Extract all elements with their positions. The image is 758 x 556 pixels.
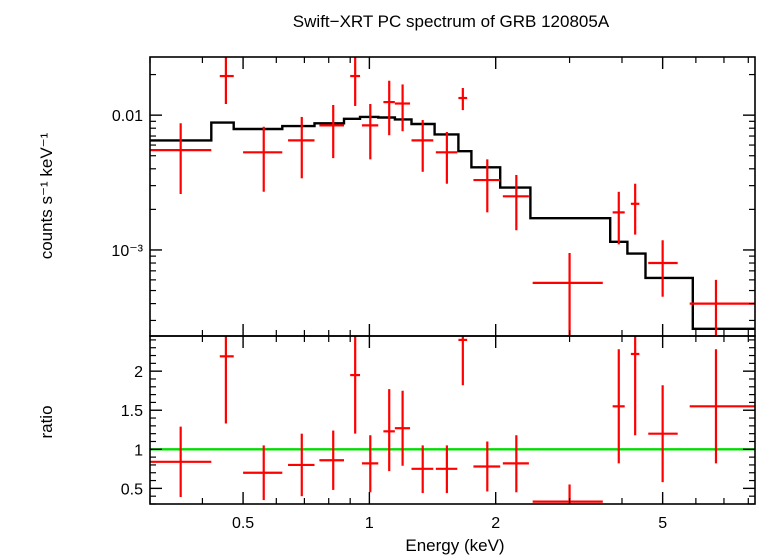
ratio-data-point xyxy=(243,445,283,501)
tick-label-layer: 0.01 10⁻³ 0.5 1 1.5 2 0.5 1 2 5 xyxy=(111,108,667,532)
ratio-data-point xyxy=(411,445,434,494)
spectrum-data-point xyxy=(473,159,501,213)
spectrum-data-point xyxy=(288,116,315,179)
ratio-data-point xyxy=(350,336,361,434)
ratio-data-point xyxy=(502,435,529,493)
spectrum-data-point xyxy=(350,57,361,106)
ratio-data-point xyxy=(319,430,345,490)
spectrum-data-point xyxy=(458,88,468,111)
chart-title: Swift−XRT PC spectrum of GRB 120805A xyxy=(293,12,610,31)
spectrum-y-tick-label: 10⁻³ xyxy=(111,243,143,260)
ratio-data-point xyxy=(288,433,315,497)
ratio-data-point xyxy=(361,435,379,493)
tick-layer xyxy=(149,57,755,505)
data-layer xyxy=(150,57,755,504)
spectrum-data-point xyxy=(435,131,458,184)
ratio-y-axis-label: ratio xyxy=(37,405,56,438)
ratio-data-point xyxy=(532,484,603,504)
spectrum-data-point xyxy=(243,126,283,192)
ratio-data-point xyxy=(648,385,678,483)
x-tick-label: 1 xyxy=(365,515,374,532)
x-axis-label: Energy (keV) xyxy=(405,536,504,555)
ratio-y-tick-label: 2 xyxy=(134,364,143,381)
spectrum-data-point xyxy=(612,191,625,245)
ratio-data-point xyxy=(473,441,501,492)
spectrum-data-point xyxy=(319,104,345,159)
spectrum-y-axis-label: counts s⁻¹ keV⁻¹ xyxy=(37,132,56,259)
spectrum-data-point xyxy=(648,240,678,297)
ratio-y-tick-label: 1.5 xyxy=(121,403,143,420)
ratio-panel-frame xyxy=(149,335,756,505)
spectrum-data-point xyxy=(689,279,755,336)
ratio-data-point xyxy=(630,336,640,436)
ratio-data-point xyxy=(689,349,755,464)
spectrum-data-point xyxy=(383,80,395,136)
spectrum-data-point xyxy=(394,84,411,132)
spectrum-y-tick-label: 0.01 xyxy=(112,108,143,125)
x-tick-label: 5 xyxy=(658,515,667,532)
model-layer xyxy=(150,115,755,330)
x-tick-label: 2 xyxy=(491,515,500,532)
ratio-data-point xyxy=(435,445,458,494)
axes-layer xyxy=(149,56,756,505)
spectrum-data-point xyxy=(502,174,529,231)
ratio-data-point xyxy=(219,336,234,424)
spectrum-data-point xyxy=(219,57,234,104)
ratio-y-tick-label: 1 xyxy=(134,442,143,459)
ratio-data-point xyxy=(612,349,625,464)
ratio-y-tick-label: 0.5 xyxy=(121,481,143,498)
x-tick-label: 0.5 xyxy=(232,515,254,532)
ratio-data-point xyxy=(150,426,212,497)
spectrum-model-line xyxy=(150,115,755,330)
ratio-data-point xyxy=(383,389,395,472)
spectrum-data-point xyxy=(361,103,379,160)
spectrum-data-point xyxy=(532,252,603,336)
ratio-data-point xyxy=(394,390,411,466)
spectrum-panel-frame xyxy=(149,56,756,337)
spectrum-data-point xyxy=(630,183,640,235)
spectrum-data-point xyxy=(411,120,434,172)
spectrum-data-point xyxy=(150,123,212,195)
ratio-data-point xyxy=(458,336,468,386)
